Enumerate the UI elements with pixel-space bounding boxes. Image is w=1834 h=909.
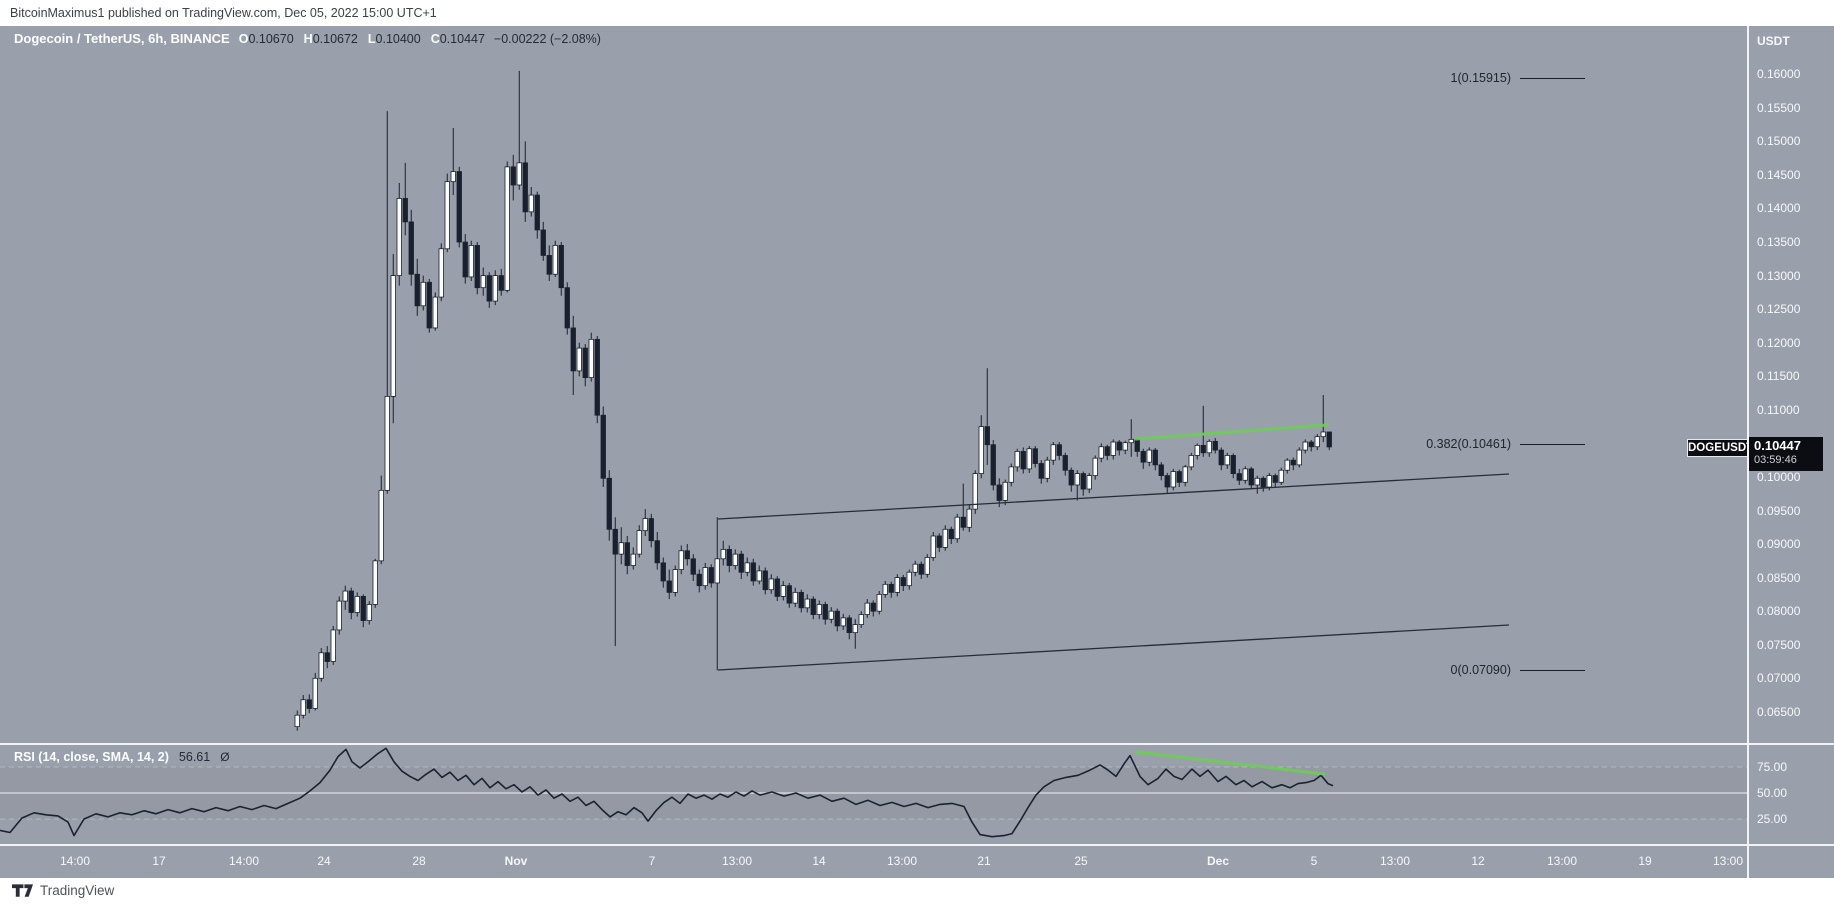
ohlc-value: 0.10400	[375, 32, 421, 46]
price-tick: 0.15000	[1757, 134, 1801, 148]
ohlc-item: C0.10447	[431, 32, 485, 46]
chart-canvas[interactable]	[0, 26, 1834, 878]
price-tick: 0.14500	[1757, 168, 1801, 182]
ohlc-item: H0.10672	[304, 32, 358, 46]
ohlc-value: 0.10672	[312, 32, 358, 46]
fib-level-row: 0(0.07090)	[1330, 663, 1585, 677]
symbol-title: Dogecoin / TetherUS, 6h, BINANCE	[14, 31, 230, 46]
footer: TradingView	[0, 878, 1834, 909]
ohlc-label: O	[238, 32, 249, 46]
price-tick: 0.13500	[1757, 235, 1801, 249]
ohlc-item: L0.10400	[368, 32, 421, 46]
rsi-level-lines	[0, 766, 1747, 820]
fib-level-row: 1(0.15915)	[1330, 71, 1585, 85]
tradingview-logo-icon	[12, 883, 33, 897]
time-tick: 5	[1310, 854, 1318, 868]
time-tick: 19	[1638, 854, 1652, 868]
fib-level-row: 0.382(0.10461)	[1330, 437, 1585, 451]
change-value: −0.00222 (−2.08%)	[493, 32, 601, 46]
price-tick: 0.12500	[1757, 302, 1801, 316]
time-tick: 28	[412, 854, 426, 868]
price-axis-currency: USDT	[1757, 34, 1790, 48]
ohlc-value: 0.10447	[439, 32, 485, 46]
time-tick: 12	[1471, 854, 1485, 868]
rsi-source-icon: Ø	[220, 750, 230, 764]
price-tick: 0.09000	[1757, 537, 1801, 551]
tradingview-link[interactable]: TradingView	[12, 883, 114, 898]
publish-text: BitcoinMaximus1 published on TradingView…	[10, 6, 437, 20]
rsi-title: RSI (14, close, SMA, 14, 2)	[14, 750, 169, 764]
parallel-channel-drawing[interactable]	[717, 473, 1510, 671]
rsi-value: 56.61	[178, 750, 211, 764]
last-price-flag: 0.10447 03:59:46	[1749, 437, 1823, 471]
price-tick: 0.07000	[1757, 671, 1801, 685]
time-tick: Dec	[1206, 854, 1230, 868]
price-tick: 0.09500	[1757, 504, 1801, 518]
ohlc-value: 0.10670	[248, 32, 294, 46]
price-tick: 0.15500	[1757, 101, 1801, 115]
publish-bar: BitcoinMaximus1 published on TradingView…	[0, 0, 1834, 26]
time-tick: 13:00	[721, 854, 753, 868]
time-tick: Nov	[504, 854, 528, 868]
symbol-price-flag: DOGEUSDT	[1687, 439, 1753, 457]
time-tick: 13:00	[1379, 854, 1411, 868]
time-tick: 25	[1074, 854, 1088, 868]
time-tick: 7	[648, 854, 656, 868]
price-tick: 0.11000	[1757, 403, 1800, 417]
pane-separator-main-rsi[interactable]	[0, 743, 1834, 745]
rsi-tick: 50.00	[1757, 786, 1788, 800]
price-axis-separator	[1747, 26, 1749, 878]
ohlc-values: O0.10670 H0.10672 L0.10400 C0.10447	[239, 32, 485, 46]
brand-text: TradingView	[40, 883, 115, 898]
symbol-legend[interactable]: Dogecoin / TetherUS, 6h, BINANCE O0.1067…	[14, 31, 601, 46]
fib-level-label: 0.382(0.10461)	[1426, 437, 1511, 451]
price-tick: 0.07500	[1757, 638, 1801, 652]
price-tick: 0.11500	[1757, 369, 1800, 383]
price-tick: 0.16000	[1757, 67, 1801, 81]
price-tick: 0.06500	[1757, 705, 1801, 719]
rsi-tick: 25.00	[1757, 812, 1788, 826]
time-tick: 17	[152, 854, 166, 868]
time-tick: 21	[977, 854, 991, 868]
rsi-legend[interactable]: RSI (14, close, SMA, 14, 2) 56.61 Ø	[14, 750, 230, 764]
price-tick: 0.14000	[1757, 201, 1801, 215]
rsi-tick: 75.00	[1757, 760, 1788, 774]
bar-countdown: 03:59:46	[1754, 454, 1797, 466]
time-tick: 14:00	[228, 854, 260, 868]
price-tick: 0.10000	[1757, 470, 1801, 484]
pane-separator-rsi-time	[0, 844, 1834, 846]
fib-level-label: 1(0.15915)	[1450, 71, 1511, 85]
time-tick: 24	[317, 854, 331, 868]
time-tick: 13:00	[1546, 854, 1578, 868]
ohlc-item: O0.10670	[239, 32, 294, 46]
fib-level-line	[1520, 443, 1585, 445]
ohlc-label: L	[367, 32, 376, 46]
fib-level-line	[1520, 77, 1585, 79]
time-tick: 14:00	[59, 854, 91, 868]
price-tick: 0.08500	[1757, 571, 1801, 585]
last-price: 0.10447	[1754, 438, 1801, 453]
ohlc-label: C	[430, 32, 440, 46]
ohlc-label: H	[303, 32, 313, 46]
fib-level-line	[1520, 669, 1585, 671]
rsi-line-series	[0, 747, 1334, 838]
price-tick: 0.12000	[1757, 336, 1801, 350]
candlestick-series	[294, 70, 1332, 731]
time-tick: 13:00	[886, 854, 918, 868]
green-trendlines[interactable]	[1134, 423, 1329, 776]
time-tick: 13:00	[1712, 854, 1744, 868]
price-tick: 0.13000	[1757, 269, 1801, 283]
price-tick: 0.08000	[1757, 604, 1801, 618]
fib-level-label: 0(0.07090)	[1450, 663, 1511, 677]
time-tick: 14	[812, 854, 826, 868]
